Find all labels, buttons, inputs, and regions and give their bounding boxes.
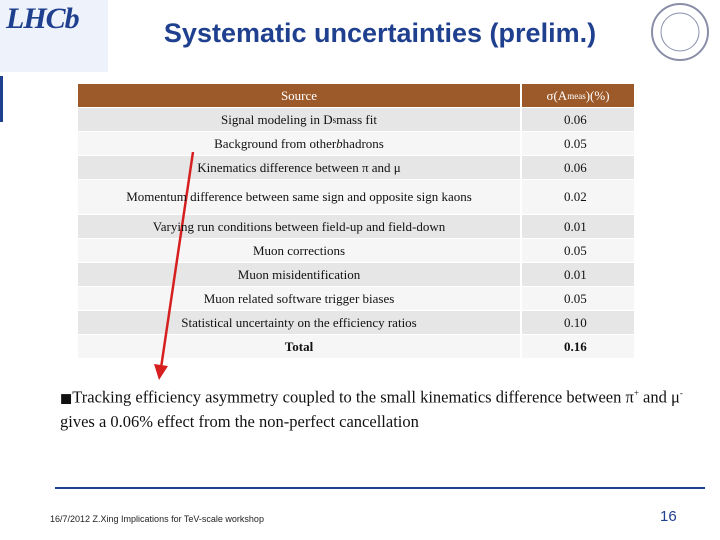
text-segment: )(%)	[585, 87, 610, 103]
cell-bg	[522, 263, 634, 286]
table-cell: Varying run conditions between field-up …	[78, 215, 520, 238]
cell-bg	[78, 335, 520, 358]
text-segment: -	[679, 388, 683, 398]
bullet: ■Tracking efficiency asymmetry coupled t…	[60, 382, 690, 433]
cell-bg	[78, 180, 520, 214]
cell-bg	[78, 311, 520, 334]
table-cell: Statistical uncertainty on the efficienc…	[78, 311, 520, 334]
text-segment: Kinematics difference between π and μ	[197, 159, 401, 175]
table-cell: Source	[78, 84, 520, 107]
footer: 16/7/2012 Z.Xing Implications for TeV-sc…	[50, 514, 264, 524]
cell-bg	[522, 156, 634, 179]
cell-bg	[522, 180, 634, 214]
table-cell: Background from other b hadrons	[78, 132, 520, 155]
text-segment: mass fit	[336, 111, 377, 127]
table-cell: 0.05	[522, 132, 634, 155]
arrow	[159, 151, 195, 369]
text-segment: Signal modeling in D	[221, 111, 333, 127]
text-segment: 0.05	[564, 242, 587, 258]
table-cell: σ(A meas)(%)	[522, 84, 634, 107]
arrow-head	[154, 364, 168, 380]
table-cell: Muon corrections	[78, 239, 520, 262]
cell-bg	[78, 156, 520, 179]
text-segment: 0.06	[564, 159, 587, 175]
table-cell: 0.10	[522, 311, 634, 334]
text-segment: σ(A	[546, 87, 568, 103]
table-cell: 0.01	[522, 263, 634, 286]
cell-bg	[522, 335, 634, 358]
cell-bg	[78, 132, 520, 155]
logo: LHCb	[6, 2, 80, 35]
text-segment: Tracking efficiency asymmetry coupled to…	[72, 387, 634, 407]
text-segment: Muon misidentification	[237, 266, 361, 282]
text-segment: +	[633, 388, 639, 398]
cell-bg	[78, 239, 520, 262]
table-cell: 0.05	[522, 239, 634, 262]
table-cell: 0.01	[522, 215, 634, 238]
text-segment: Varying run conditions between field-up …	[152, 218, 446, 234]
cell-bg	[78, 287, 520, 310]
cell-bg	[78, 215, 520, 238]
table-cell: 0.06	[522, 108, 634, 131]
text-segment: Muon corrections	[252, 242, 346, 258]
table	[78, 84, 634, 358]
text-segment: Statistical uncertainty on the efficienc…	[181, 314, 417, 330]
cell-bg	[522, 311, 634, 334]
text-segment: 0.01	[564, 218, 587, 234]
table-cell: Muon misidentification	[78, 263, 520, 286]
text-segment: b	[336, 135, 343, 151]
table-cell: Muon related software trigger biases	[78, 287, 520, 310]
table-cell: Kinematics difference between π and μ	[78, 156, 520, 179]
text-segment: and μ	[638, 387, 680, 407]
text-segment: 0.05	[564, 290, 587, 306]
cell-bg	[522, 108, 634, 131]
cell-bg	[78, 108, 520, 131]
text-segment: Source	[280, 87, 318, 103]
text-segment: hadrons	[342, 135, 384, 151]
text-segment: s	[332, 114, 337, 125]
text-segment: 0.16	[564, 338, 587, 354]
text-segment: 0.06	[564, 111, 587, 127]
seal	[651, 3, 709, 61]
text-segment: 0.10	[564, 314, 587, 330]
text-segment: Momentum difference between same sign an…	[126, 189, 472, 204]
table-cell: Total	[78, 335, 520, 358]
table-cell: 0.02	[522, 180, 634, 214]
table-cell: 0.05	[522, 287, 634, 310]
table-cell: Momentum difference between same sign an…	[78, 180, 520, 214]
text-segment: Background from other	[214, 135, 337, 151]
text-segment: meas	[567, 90, 586, 101]
logo-bg	[0, 0, 108, 72]
cell-bg	[522, 84, 634, 107]
text-segment: Total	[284, 338, 314, 354]
bullet-mark: ■	[60, 391, 73, 407]
side-bar	[0, 76, 3, 122]
text-segment: 0.05	[564, 135, 587, 151]
cell-bg	[522, 215, 634, 238]
table-cell: 0.06	[522, 156, 634, 179]
title: Systematic uncertainties (prelim.)	[163, 18, 597, 48]
seal-inner	[660, 12, 700, 52]
table-cell: 0.16	[522, 335, 634, 358]
text-segment: gives a 0.06% effect from the non-perfec…	[60, 411, 419, 431]
cell-bg	[522, 239, 634, 262]
page-number: 16	[660, 508, 677, 525]
cell-bg	[522, 132, 634, 155]
text-segment: 0.01	[564, 266, 587, 282]
cell-bg	[78, 263, 520, 286]
cell-bg	[522, 287, 634, 310]
cell-bg	[78, 84, 520, 107]
text-segment: Muon related software trigger biases	[203, 290, 395, 306]
text-segment: 0.02	[564, 189, 587, 204]
